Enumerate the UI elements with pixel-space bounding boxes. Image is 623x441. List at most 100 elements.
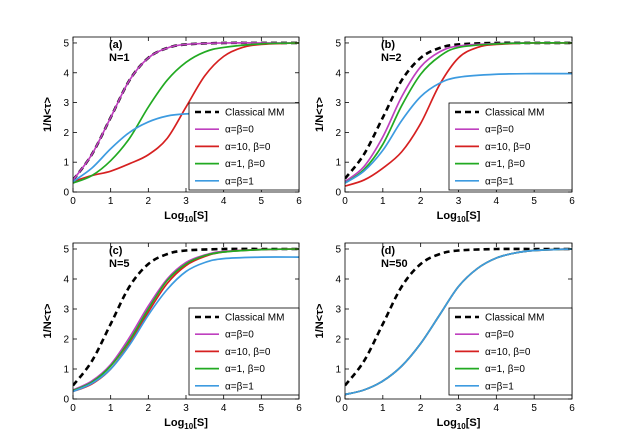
panel-label: (c) <box>109 245 123 257</box>
legend-entry: α=1, β=0 <box>485 159 525 170</box>
n-label: N=50 <box>381 258 408 270</box>
series-line-4 <box>73 256 299 393</box>
series-group <box>345 41 572 187</box>
x-tick-label: 1 <box>380 403 386 414</box>
y-tick-label: 2 <box>335 335 341 346</box>
x-tick-label: 3 <box>456 196 462 207</box>
x-tick-label: 3 <box>183 196 189 207</box>
series-group <box>73 247 299 393</box>
panel-a: 0 1 2 3 4 5 6 0 1 2 3 4 5 Log10[S] 1/N<τ> (a)N=1 Classic… <box>42 36 302 224</box>
x-tick-label: 5 <box>259 403 265 414</box>
y-tick-label: 3 <box>63 305 69 316</box>
legend-entry: α=10, β=0 <box>485 347 531 358</box>
n-label: N=1 <box>109 52 130 64</box>
legend-entry: α=β=0 <box>485 330 514 341</box>
x-tick-label: 1 <box>108 196 114 207</box>
series-line-0 <box>345 247 572 387</box>
x-tick-label: 6 <box>569 403 575 414</box>
y-tick-label: 0 <box>335 395 341 406</box>
legend-entry: α=β=0 <box>485 125 514 136</box>
x-tick-label: 5 <box>531 196 537 207</box>
panel-c: 0 1 2 3 4 5 6 0 1 2 3 4 5 Log10[S] 1/N<τ> (c)N=5 Classic… <box>42 242 302 431</box>
x-tick-label: 0 <box>70 196 76 207</box>
y-axis-label: 1/N<τ> <box>314 97 326 132</box>
n-label: N=2 <box>381 52 402 64</box>
x-tick-label: 2 <box>146 403 152 414</box>
series-line-4 <box>345 72 572 184</box>
y-tick-label: 5 <box>63 245 69 256</box>
series-line-3 <box>73 248 299 392</box>
x-tick-label: 4 <box>494 196 500 207</box>
legend: Classical MM α=β=0 α=10, β=0 α=1, β=0 α=β=1 <box>188 307 300 396</box>
y-tick-label: 2 <box>63 128 69 139</box>
legend-entry: α=β=1 <box>485 176 514 187</box>
legend-entry: α=10, β=0 <box>225 347 271 358</box>
y-tick-label: 5 <box>63 38 69 49</box>
x-tick-label: 3 <box>456 403 462 414</box>
x-axis-label: Log10[S] <box>164 210 208 224</box>
y-tick-label: 2 <box>63 335 69 346</box>
legend-entry: α=1, β=0 <box>485 364 525 375</box>
panel-label: (d) <box>381 245 395 257</box>
x-tick-label: 6 <box>296 196 302 207</box>
panel-d: 0 1 2 3 4 5 6 0 1 2 3 4 5 Log10[S] 1/N<τ> (d)N=50 Classi… <box>314 242 575 431</box>
legend-box <box>448 307 573 396</box>
series-line-1 <box>73 42 299 181</box>
legend-entry: Classical MM <box>485 108 544 119</box>
series-line-4 <box>345 248 572 396</box>
y-tick-label: 5 <box>335 38 341 49</box>
x-tick-label: 5 <box>259 196 265 207</box>
legend: Classical MM α=β=0 α=10, β=0 α=1, β=0 α=β=1 <box>448 307 573 396</box>
x-axis-label: Log10[S] <box>164 417 208 431</box>
legend: Classical MM α=β=0 α=10, β=0 α=1, β=0 α=β=1 <box>448 102 573 191</box>
x-axis-label: Log10[S] <box>437 417 481 431</box>
x-tick-label: 6 <box>569 196 575 207</box>
x-tick-label: 0 <box>342 196 348 207</box>
legend-entry: Classical MM <box>225 108 284 119</box>
y-tick-label: 5 <box>335 245 341 256</box>
y-axis-label: 1/N<τ> <box>42 97 54 132</box>
series-line-0 <box>73 247 299 387</box>
legend-entry: α=β=0 <box>225 125 254 136</box>
series-group <box>345 247 572 396</box>
x-tick-label: 5 <box>531 403 537 414</box>
series-line-3 <box>73 42 299 184</box>
legend-entry: Classical MM <box>225 313 284 324</box>
y-tick-label: 0 <box>335 188 341 199</box>
y-tick-label: 0 <box>63 395 69 406</box>
y-tick-label: 4 <box>63 275 69 286</box>
legend: Classical MM α=β=0 α=10, β=0 α=1, β=0 α=β=1 <box>188 102 300 191</box>
x-tick-label: 4 <box>494 403 500 414</box>
legend-entry: α=10, β=0 <box>225 142 271 153</box>
n-label: N=5 <box>109 258 130 270</box>
y-axis-label: 1/N<τ> <box>314 304 326 339</box>
y-tick-label: 2 <box>335 128 341 139</box>
series-group <box>73 41 299 184</box>
legend-entry: α=10, β=0 <box>485 142 531 153</box>
panel-label: (a) <box>109 39 123 51</box>
legend-entry: α=β=1 <box>225 176 254 187</box>
y-tick-label: 4 <box>63 68 69 79</box>
x-tick-label: 0 <box>70 403 76 414</box>
legend-entry: α=1, β=0 <box>225 159 265 170</box>
x-tick-label: 4 <box>221 403 227 414</box>
y-tick-label: 3 <box>63 98 69 109</box>
x-tick-label: 2 <box>418 196 424 207</box>
y-tick-label: 3 <box>335 305 341 316</box>
y-tick-label: 1 <box>335 158 341 169</box>
y-tick-label: 0 <box>63 188 69 199</box>
x-tick-label: 2 <box>146 196 152 207</box>
y-tick-label: 4 <box>335 275 341 286</box>
y-tick-label: 1 <box>63 365 69 376</box>
x-tick-label: 0 <box>342 403 348 414</box>
panel-label: (b) <box>381 39 395 51</box>
y-tick-label: 3 <box>335 98 341 109</box>
x-tick-label: 4 <box>221 196 227 207</box>
y-tick-label: 1 <box>335 365 341 376</box>
legend-entry: α=β=1 <box>485 381 514 392</box>
legend-entry: α=β=0 <box>225 330 254 341</box>
legend-entry: α=β=1 <box>225 381 254 392</box>
x-axis-label: Log10[S] <box>437 210 481 224</box>
panel-b: 0 1 2 3 4 5 6 0 1 2 3 4 5 Log10[S] 1/N<τ> (b)N=2 Classic… <box>314 36 575 224</box>
